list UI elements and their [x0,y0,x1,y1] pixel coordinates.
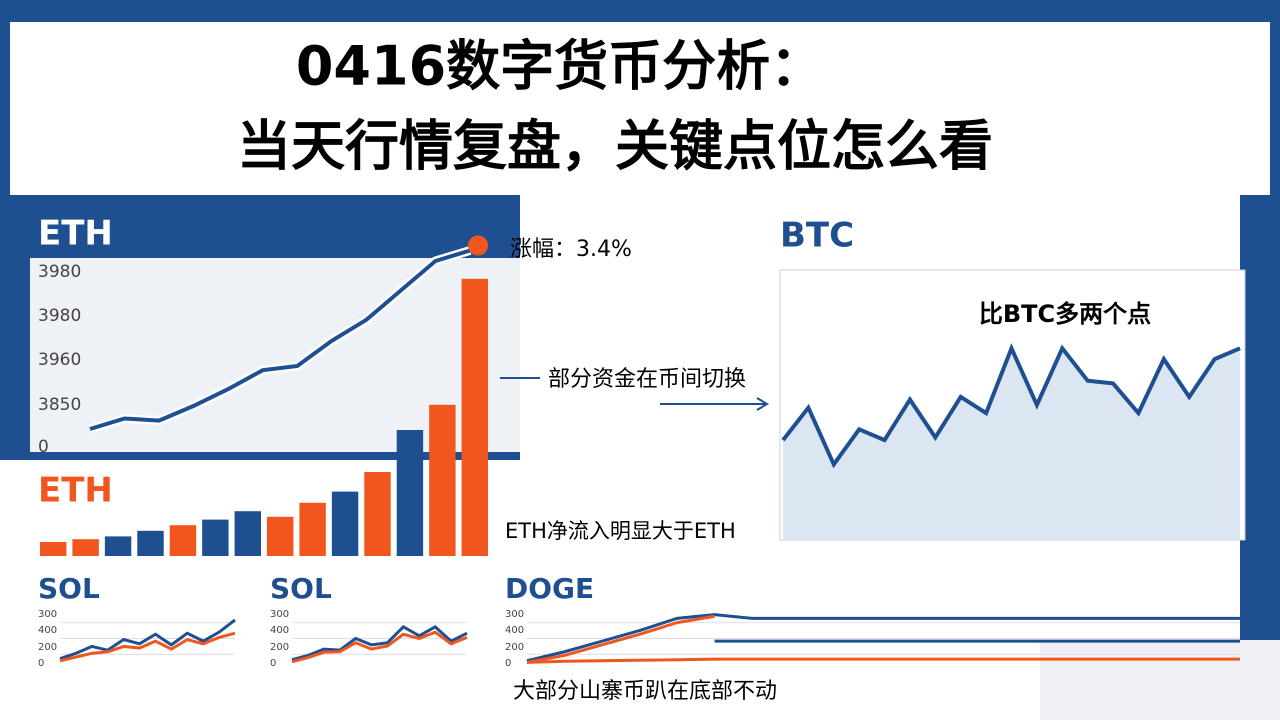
bar [169,525,197,556]
line [291,624,468,662]
chart-title: DOGE [505,572,594,605]
line [291,630,468,664]
y-label: 200 [505,642,524,653]
y-label: 400 [38,625,57,636]
line [59,618,236,661]
annotation: 部分资金在币间切换 [548,367,746,392]
bar [104,536,132,556]
bar [72,539,99,556]
chart-title: SOL [270,572,332,605]
chart-title: BTC [780,216,854,256]
end-marker [468,235,488,256]
y-label: 0 [38,437,49,457]
y-label: 400 [505,625,524,636]
line [526,614,715,664]
line [526,657,1240,664]
area [783,348,1240,540]
y-label: 3960 [38,350,81,370]
y-label: 3980 [38,306,81,326]
bar [137,530,164,556]
y-label: 300 [38,609,57,620]
annotation: 涨幅：3.4% [510,237,632,262]
bar [461,278,488,556]
bar [202,519,229,556]
chart-title: SOL [38,572,100,605]
line [781,343,1241,469]
bar [429,404,456,556]
y-label: 400 [270,625,289,636]
line [89,248,471,431]
y-label: 200 [38,642,57,653]
bar [40,542,67,556]
bar [396,430,424,556]
y-label: 300 [505,609,524,620]
bar [331,491,359,556]
line [59,631,236,663]
chart-title: ETH [38,214,113,254]
y-label: 3980 [38,262,81,282]
bar [364,472,391,556]
bar [267,516,294,556]
y-label: 3850 [38,395,81,415]
title-line: 0416数字货币分析： [296,35,824,98]
y-label: 0 [505,658,511,669]
y-label: 200 [270,642,289,653]
annotation: ETH净流入明显大于ETH [505,519,736,543]
title-line: 当天行情复盘，关键点位怎么看 [237,115,993,178]
annotation: 大部分山寨币趴在底部不动 [513,679,777,704]
title-area [10,22,1270,195]
annotation: 比BTC多两个点 [979,300,1151,328]
arrow-head [756,397,769,411]
bar [299,502,326,556]
bar [234,511,261,556]
y-label: 0 [270,658,276,669]
y-label: 300 [270,609,289,620]
corner [1040,640,1280,720]
y-label: 0 [38,658,44,669]
line [526,613,1240,663]
chart-title: ETH [38,471,113,511]
